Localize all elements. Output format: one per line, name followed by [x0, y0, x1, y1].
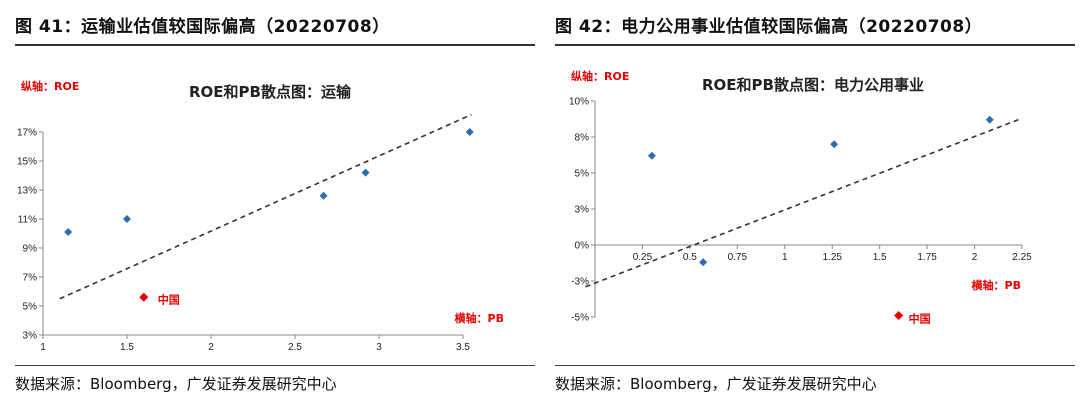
figure-title: 图 41：运输业估值较国际偏高（20220708）: [15, 17, 390, 37]
y-tick-label: 5%: [23, 302, 38, 313]
x-tick-label: 1: [782, 252, 788, 263]
title-rule: [15, 44, 535, 46]
source-note: 数据来源：Bloomberg，广发证券发展研究中心: [15, 375, 337, 393]
y-axis-label: 纵轴：ROE: [571, 69, 629, 83]
source-note: 数据来源：Bloomberg，广发证券发展研究中心: [555, 375, 877, 393]
x-tick-label: 1.5: [120, 342, 134, 353]
title-rule: [555, 44, 1075, 46]
x-tick-label: 2.25: [1012, 252, 1032, 263]
footer-rule: [555, 365, 1075, 366]
scatter-chart-transport: 3% 5% 7% 9% 11% 13% 15% 17% 1 1.5 2 2.5 3 3.5 中国 ROE和PB…: [17, 79, 504, 353]
x-tick-label: 3.5: [456, 342, 470, 353]
x-axis-label: 横轴：PB: [972, 278, 1021, 292]
highlight-label-china: 中国: [158, 292, 180, 306]
x-tick-label: 0.25: [633, 252, 653, 263]
figure-title: 图 42：电力公用事业估值较国际偏高（20220708）: [555, 17, 983, 37]
trend-line: [585, 117, 1023, 288]
y-tick-label: 11%: [18, 215, 37, 226]
highlight-point-china: [139, 292, 149, 302]
data-point: [647, 151, 656, 160]
x-tick-label: 1.5: [873, 252, 887, 263]
data-point: [123, 215, 131, 223]
data-point: [985, 115, 994, 124]
y-tick-label: 3%: [575, 205, 590, 216]
x-tick-label: 0.5: [683, 252, 697, 263]
data-point: [465, 128, 474, 136]
footer-rule: [15, 365, 535, 366]
y-tick-label: -3%: [571, 277, 589, 288]
trend-line: [59, 113, 472, 300]
y-tick-label: 13%: [17, 186, 37, 197]
x-tick-label: 2: [972, 252, 978, 263]
chart-title: ROE和PB散点图：运输: [189, 83, 352, 101]
y-tick-label: 9%: [23, 244, 38, 255]
data-point: [699, 258, 708, 267]
x-tick-label: 1.75: [917, 252, 937, 263]
data-point: [830, 140, 839, 149]
y-tick-label: 7%: [23, 273, 38, 284]
x-tick-label: 1: [40, 342, 46, 353]
y-tick-label: 0%: [575, 241, 590, 252]
scatter-chart-utilities: -5% -3% 0% 3% 5% 8% 10% 0.25 0.5 0.75 1 1.25 1.5 1.75…: [569, 69, 1032, 326]
y-axis-label: 纵轴：ROE: [21, 79, 79, 93]
y-tick-label: 5%: [575, 169, 590, 180]
x-axis-label: 横轴：PB: [455, 311, 504, 325]
data-point: [361, 168, 370, 177]
highlight-label-china: 中国: [909, 312, 931, 326]
data-point: [64, 228, 73, 237]
y-tick-label: 10%: [569, 97, 589, 108]
highlight-point-china: [894, 311, 904, 321]
x-tick-label: 2.5: [288, 342, 302, 353]
y-tick-label: -5%: [571, 313, 589, 324]
chart-panel-utilities: 图 42：电力公用事业估值较国际偏高（20220708） -5% -3% 0% 3% 5…: [555, 0, 1075, 402]
y-tick-label: 17%: [17, 128, 37, 139]
y-tick-label: 15%: [17, 157, 37, 168]
chart-panel-transport: 图 41：运输业估值较国际偏高（20220708） 3% 5% 7% 9% 11% 13%…: [15, 0, 535, 402]
x-tick-label: 2: [208, 342, 214, 353]
x-tick-label: 0.75: [728, 252, 748, 263]
x-tick-label: 3: [376, 342, 382, 353]
y-tick-label: 8%: [575, 133, 590, 144]
x-tick-label: 1.25: [822, 252, 842, 263]
chart-title: ROE和PB散点图：电力公用事业: [702, 76, 924, 94]
data-point: [319, 191, 328, 200]
y-tick-label: 3%: [23, 331, 38, 342]
